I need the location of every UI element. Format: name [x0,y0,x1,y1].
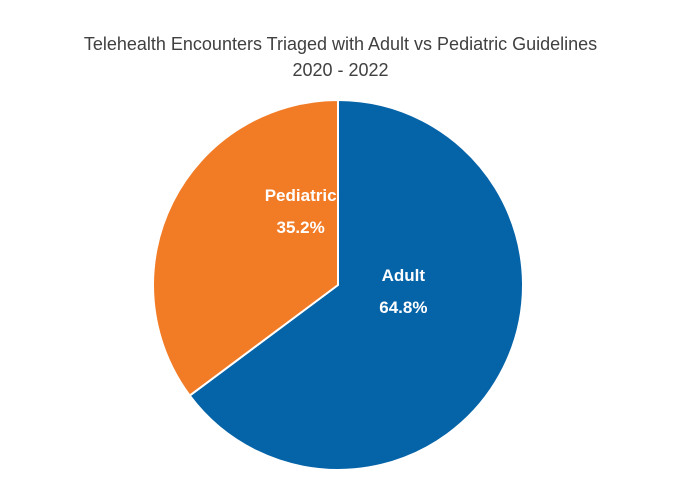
pie-value-pediatric: 35.2% [277,218,325,237]
pie-slice-pediatric [152,99,339,397]
pie-label-pediatric: Pediatric [265,186,337,205]
pie-slices [152,99,524,471]
chart-title: Telehealth Encounters Triaged with Adult… [83,34,598,54]
pie-slice-adult [188,99,524,471]
pie-labels: Adult 64.8% Pediatric 35.2% [265,186,428,317]
pie-value-adult: 64.8% [379,298,427,317]
chart-subtitle: 2020 - 2022 [292,60,389,80]
pie-label-adult: Adult [382,266,426,285]
